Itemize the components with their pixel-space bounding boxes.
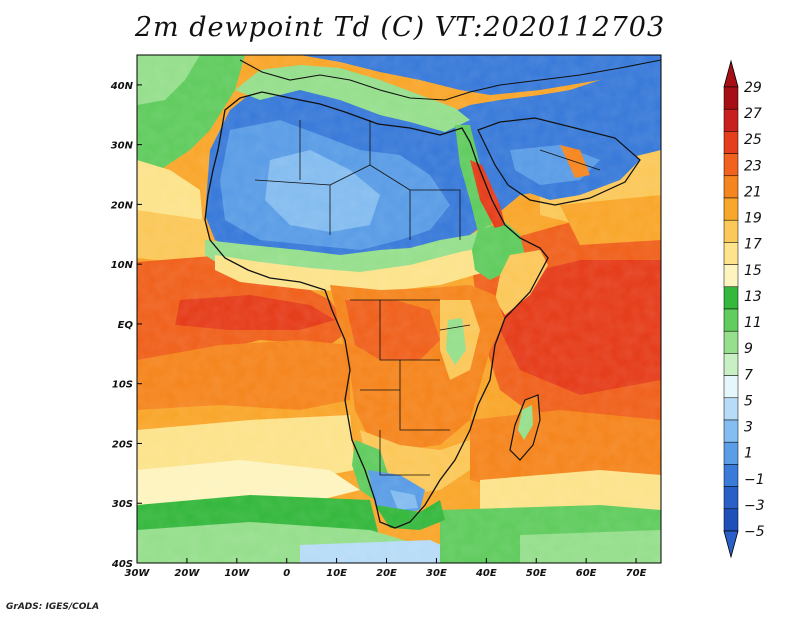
colorbar-swatch [723,219,739,243]
colorbar-swatch [723,441,739,465]
y-tick-label: EQ [118,320,134,331]
colorbar-label: 17 [744,237,762,253]
colorbar-swatch [723,197,739,221]
colorbar-label: 11 [744,315,762,331]
colorbar-label: 27 [744,106,762,122]
plot-frame [136,54,662,564]
colorbar-swatch [723,486,739,510]
x-tick-label: 0 [283,568,290,579]
colorbar-label: −5 [744,524,765,540]
y-tick-label: 20S [112,439,133,450]
coastline-europe [239,59,661,101]
x-tick-label: 30W [125,568,151,579]
colorbar-label: 19 [744,211,762,227]
colorbar-swatch [723,330,739,354]
colorbar-label: 3 [744,420,753,436]
colorbar-swatch [723,264,739,288]
colorbar-swatch [723,308,739,332]
country-borders [254,120,601,476]
x-tick-label: 20W [174,568,200,579]
x-tick-label: 10W [224,568,250,579]
colorbar-label: 25 [744,132,762,148]
colorbar-swatch [723,153,739,177]
y-tick-label: 10N [111,260,134,271]
colorbar-swatch [723,397,739,421]
colorbar-label: 7 [744,367,753,383]
coastline-africa [204,91,549,529]
colorbar-label: 9 [744,341,753,357]
map-title: 2m dewpoint Td (C) VT:2020112703 [134,12,666,43]
colorbar-label: 1 [744,446,753,462]
y-tick-label: 30S [112,499,133,510]
field-texture [137,55,661,563]
coastline-arabia [477,117,641,206]
grads-credit: GrADS: IGES/COLA [6,602,100,612]
colorbar-label: 5 [744,393,753,409]
colorbar-swatch [723,286,739,310]
colorbar-swatch [723,86,739,110]
colorbar-swatch [723,419,739,443]
colorbar-top-arrow [723,59,739,88]
dewpoint-field [137,55,661,563]
colorbar-label: 13 [744,289,762,305]
colorbar-swatch [723,175,739,199]
colorbar-label: −3 [744,498,765,514]
colorbar-bottom-arrow [723,530,739,559]
colorbar-label: 29 [744,80,762,96]
coastline-madagascar [509,394,541,461]
colorbar-swatch [723,242,739,265]
y-tick-label: 20N [111,200,134,211]
colorbar-swatch [723,108,739,132]
colorbar-swatch [723,375,739,399]
y-axis: 40N 30N 20N 10N EQ 10S 20S 30S 40S [110,81,142,570]
x-tick-label: 40E [475,568,497,579]
colorbar: 29 27 25 23 21 19 17 15 13 11 9 7 5 3 1 −1 −3 −5 [723,59,765,559]
colorbar-swatch [723,508,739,532]
x-tick-label: 20E [376,568,397,579]
x-tick-label: 10E [326,568,347,579]
colorbar-label: 21 [744,184,762,200]
colorbar-swatch [723,131,739,154]
x-tick-label: 50E [526,568,547,579]
colorbar-swatch [723,464,739,487]
x-axis: 30W 20W 10W 0 10E 20E 30E 40E 50E 60E 70E [125,558,647,579]
y-tick-label: 10S [112,380,133,391]
x-tick-label: 70E [626,568,647,579]
x-tick-label: 30E [426,568,447,579]
colorbar-label: −1 [744,472,765,488]
y-tick-label: 30N [111,141,134,152]
y-tick-label: 40N [110,81,134,92]
colorbar-label: 15 [744,263,762,279]
colorbar-swatch [723,353,739,376]
y-tick-label: 40S [111,559,133,570]
colorbar-label: 23 [744,158,762,174]
x-tick-label: 60E [576,568,597,579]
